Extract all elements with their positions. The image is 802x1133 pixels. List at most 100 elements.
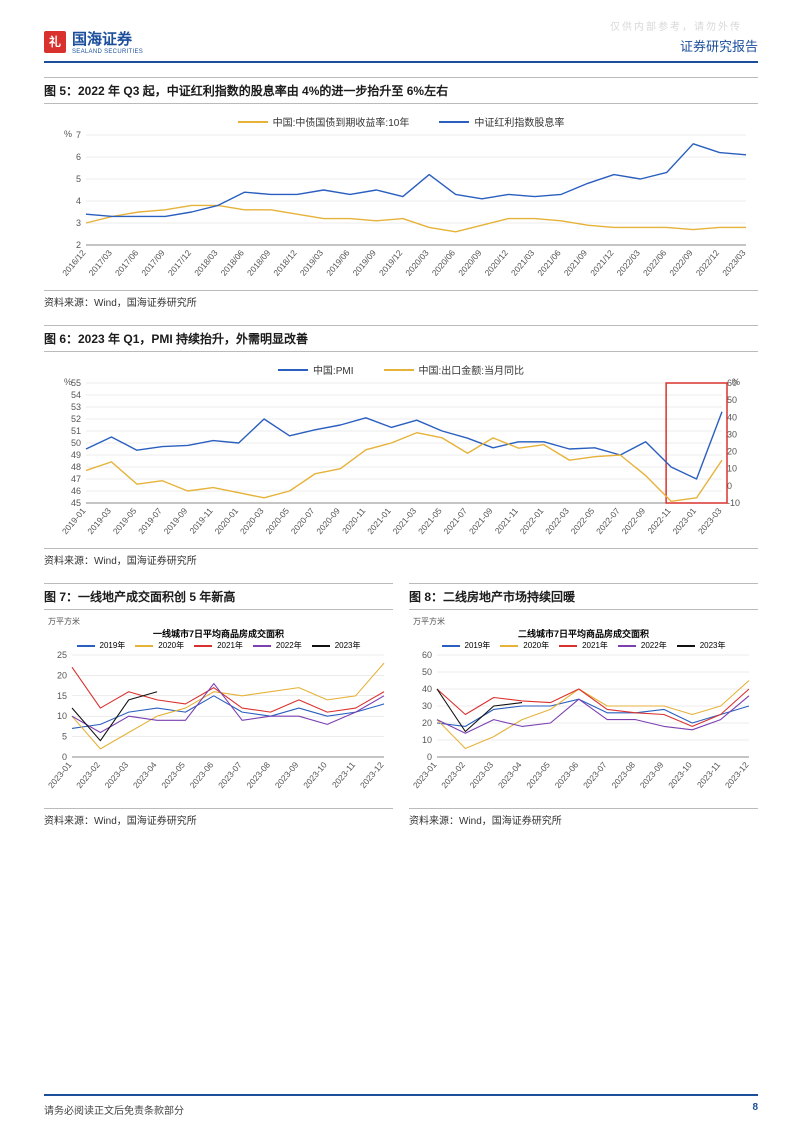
svg-text:2021/03: 2021/03 — [509, 248, 537, 278]
figure-5-title: 图 5：2022 年 Q3 起，中证红利指数的股息率由 4%的进一步抬升至 6%… — [44, 77, 758, 104]
svg-text:2022/12: 2022/12 — [694, 248, 722, 278]
fig8-yunit: 万平方米 — [409, 614, 758, 627]
fig6-legend-1: 中国:PMI — [278, 362, 354, 377]
report-type-label: 证券研究报告 — [680, 36, 758, 55]
svg-text:2021/12: 2021/12 — [588, 248, 616, 278]
svg-text:2023-10: 2023-10 — [301, 760, 329, 791]
svg-text:10: 10 — [57, 711, 67, 721]
svg-text:2022/03: 2022/03 — [615, 248, 643, 278]
footer-page-number: 8 — [752, 1102, 758, 1117]
svg-text:47: 47 — [71, 474, 81, 484]
svg-text:2017/06: 2017/06 — [113, 248, 141, 278]
svg-text:2023-12: 2023-12 — [723, 760, 751, 791]
svg-text:53: 53 — [71, 402, 81, 412]
figure-5: 图 5：2022 年 Q3 起，中证红利指数的股息率由 4%的进一步抬升至 6%… — [44, 77, 758, 311]
figure-7: 图 7：一线地产成交面积创 5 年新高 万平方米 一线城市7日平均商品房成交面积… — [44, 583, 393, 829]
fig8-legend: 2019年2020年2021年2022年2023年 — [409, 640, 758, 651]
svg-text:40: 40 — [422, 684, 432, 694]
svg-text:3: 3 — [76, 218, 81, 228]
figure-6: 图 6：2023 年 Q1，PMI 持续抬升，外需明显改善 中国:PMI 中国:… — [44, 325, 758, 569]
svg-text:2020/06: 2020/06 — [430, 248, 458, 278]
svg-text:2020/09: 2020/09 — [456, 248, 484, 278]
svg-text:2019-11: 2019-11 — [187, 506, 214, 536]
svg-text:50: 50 — [71, 438, 81, 448]
svg-text:5: 5 — [62, 732, 67, 742]
figure-6-title: 图 6：2023 年 Q1，PMI 持续抬升，外需明显改善 — [44, 325, 758, 352]
figure-7-source: 资料来源：Wind，国海证券研究所 — [44, 808, 393, 829]
svg-text:2023-03: 2023-03 — [696, 506, 724, 537]
fig5-legend-1: 中国:中债国债到期收益率:10年 — [238, 114, 410, 129]
svg-text:2020/03: 2020/03 — [403, 248, 431, 278]
svg-text:2023-08: 2023-08 — [244, 760, 272, 791]
svg-text:2022-03: 2022-03 — [543, 506, 571, 537]
svg-text:7: 7 — [76, 130, 81, 140]
figure-7-chart: 05101520252023-012023-022023-032023-0420… — [44, 651, 392, 801]
svg-text:2019/06: 2019/06 — [324, 248, 352, 278]
svg-text:2022-07: 2022-07 — [594, 506, 622, 537]
svg-text:2018/03: 2018/03 — [192, 248, 220, 278]
svg-text:2019-03: 2019-03 — [85, 506, 113, 537]
svg-text:2019-01: 2019-01 — [60, 506, 88, 537]
svg-text:2021-01: 2021-01 — [365, 506, 393, 537]
svg-text:2023-09: 2023-09 — [638, 760, 666, 791]
svg-text:20: 20 — [422, 718, 432, 728]
figure-7-title: 图 7：一线地产成交面积创 5 年新高 — [44, 583, 393, 610]
svg-text:2022-01: 2022-01 — [518, 506, 546, 537]
svg-text:2023-10: 2023-10 — [666, 760, 694, 791]
svg-text:2020-11: 2020-11 — [340, 506, 367, 536]
svg-text:2023-05: 2023-05 — [159, 760, 187, 791]
fig8-subtitle: 二线城市7日平均商品房成交面积 — [409, 627, 758, 640]
figure-8: 图 8：二线房地产市场持续回暖 万平方米 二线城市7日平均商品房成交面积 201… — [409, 583, 758, 829]
svg-text:2020-01: 2020-01 — [212, 506, 240, 537]
svg-text:2023-06: 2023-06 — [553, 760, 581, 791]
svg-text:25: 25 — [57, 651, 67, 660]
svg-text:2023-05: 2023-05 — [524, 760, 552, 791]
svg-text:49: 49 — [71, 450, 81, 460]
svg-text:%: % — [732, 377, 740, 387]
figure-6-chart: 4546474849505152535455-10010203040506020… — [44, 377, 758, 547]
svg-text:2021-05: 2021-05 — [416, 506, 444, 537]
page-header: 礼 国海证券 SEALAND SECURITIES 证券研究报告 — [44, 28, 758, 63]
svg-text:20: 20 — [727, 447, 737, 457]
svg-text:2020-03: 2020-03 — [238, 506, 266, 537]
svg-text:2017/12: 2017/12 — [166, 248, 194, 278]
svg-text:2023-03: 2023-03 — [468, 760, 496, 791]
svg-text:%: % — [64, 377, 72, 387]
svg-text:2021-03: 2021-03 — [391, 506, 419, 537]
svg-text:2019-09: 2019-09 — [162, 506, 190, 537]
svg-text:2023-11: 2023-11 — [695, 760, 722, 790]
svg-text:40: 40 — [727, 412, 737, 422]
svg-text:2020/12: 2020/12 — [483, 248, 511, 278]
svg-text:4: 4 — [76, 196, 81, 206]
svg-text:2023-04: 2023-04 — [496, 760, 524, 791]
svg-text:-10: -10 — [727, 498, 740, 508]
svg-text:2020-07: 2020-07 — [289, 506, 317, 537]
svg-text:2020-05: 2020-05 — [263, 506, 291, 537]
svg-text:2023-01: 2023-01 — [670, 506, 698, 537]
fig5-legend-2: 中证红利指数股息率 — [439, 114, 564, 129]
svg-text:2023-02: 2023-02 — [439, 760, 467, 791]
svg-text:2022/09: 2022/09 — [667, 248, 695, 278]
svg-text:2019-07: 2019-07 — [136, 506, 164, 537]
svg-text:30: 30 — [727, 429, 737, 439]
svg-text:2023-01: 2023-01 — [411, 760, 439, 791]
svg-text:2018/12: 2018/12 — [271, 248, 299, 278]
logo: 礼 国海证券 SEALAND SECURITIES — [44, 28, 143, 55]
svg-text:2019/12: 2019/12 — [377, 248, 405, 278]
svg-text:5: 5 — [76, 174, 81, 184]
svg-text:20: 20 — [57, 670, 67, 680]
svg-text:2019/09: 2019/09 — [351, 248, 379, 278]
svg-text:2019-05: 2019-05 — [111, 506, 139, 537]
svg-text:2021-11: 2021-11 — [493, 506, 520, 536]
svg-text:51: 51 — [71, 426, 81, 436]
svg-text:50: 50 — [727, 395, 737, 405]
svg-text:2017/03: 2017/03 — [87, 248, 115, 278]
page-footer: 请务必阅读正文后免责条款部分 8 — [44, 1094, 758, 1117]
svg-text:54: 54 — [71, 390, 81, 400]
svg-text:2023-08: 2023-08 — [609, 760, 637, 791]
fig7-subtitle: 一线城市7日平均商品房成交面积 — [44, 627, 393, 640]
footer-disclaimer: 请务必阅读正文后免责条款部分 — [44, 1102, 184, 1117]
svg-text:2023-02: 2023-02 — [74, 760, 102, 791]
svg-text:2017/09: 2017/09 — [139, 248, 167, 278]
svg-text:2022-09: 2022-09 — [619, 506, 647, 537]
